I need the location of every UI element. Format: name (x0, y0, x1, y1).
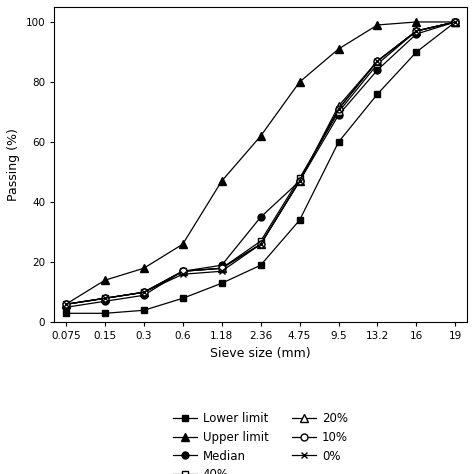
Y-axis label: Passing (%): Passing (%) (7, 128, 20, 201)
Legend: Lower limit, Upper limit, Median, 40%, 20%, 10%, 0%: Lower limit, Upper limit, Median, 40%, 2… (169, 407, 353, 474)
X-axis label: Sieve size (mm): Sieve size (mm) (210, 347, 311, 360)
